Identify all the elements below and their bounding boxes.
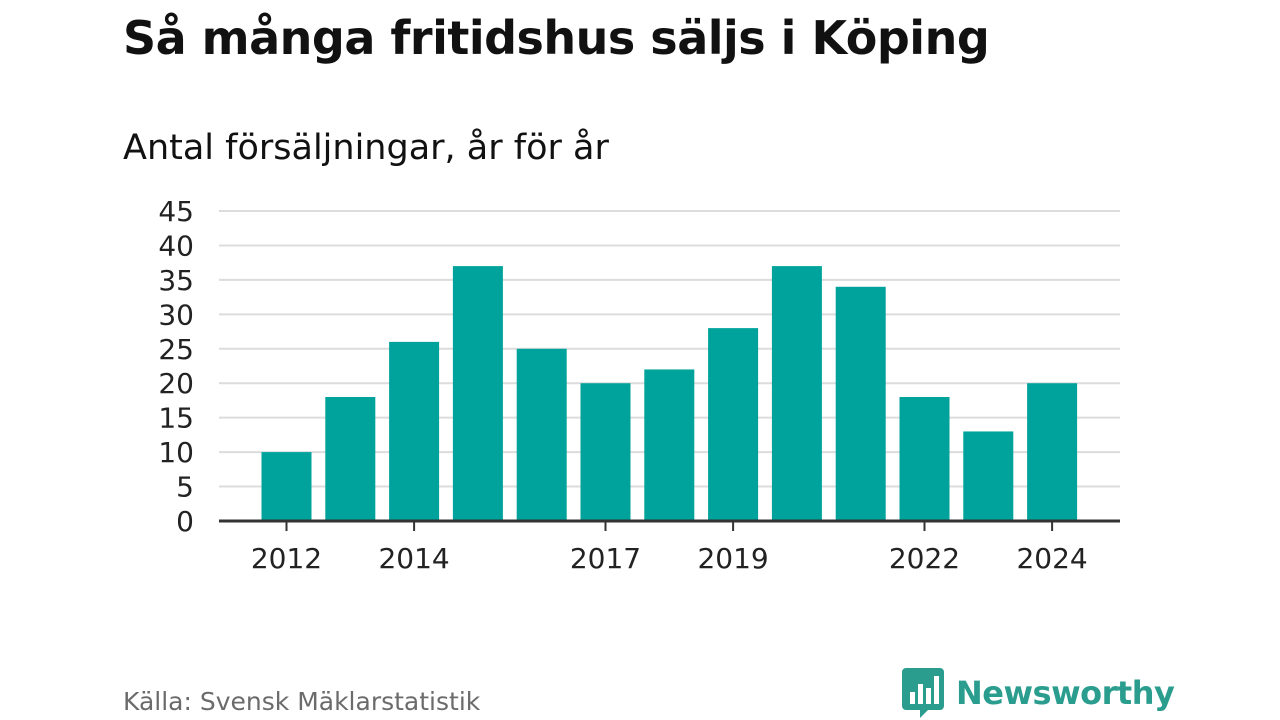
y-tick-label: 0 — [176, 505, 194, 538]
y-tick-label: 35 — [158, 264, 194, 297]
x-tick-label: 2019 — [697, 542, 768, 575]
source-note: Källa: Svensk Mäklarstatistik — [123, 687, 481, 716]
y-tick-label: 15 — [158, 402, 194, 435]
bar — [708, 328, 759, 521]
bar — [835, 286, 886, 521]
y-tick-label: 10 — [158, 436, 194, 469]
bar-chart-speech-bubble-icon — [902, 668, 944, 718]
bar — [899, 397, 950, 521]
bar — [963, 431, 1014, 521]
y-tick-label: 30 — [158, 298, 194, 331]
y-tick-label: 45 — [158, 195, 194, 228]
newsworthy-logo: Newsworthy — [902, 668, 1175, 718]
bar — [389, 341, 440, 521]
y-tick-label: 25 — [158, 333, 194, 366]
x-tick-label: 2014 — [378, 542, 449, 575]
x-tick-label: 2024 — [1016, 542, 1087, 575]
bar — [261, 452, 312, 521]
chart-subtitle: Antal försäljningar, år för år — [123, 128, 609, 168]
x-tick-label: 2022 — [889, 542, 960, 575]
bar — [452, 266, 503, 521]
y-tick-label: 40 — [158, 229, 194, 262]
brand-name: Newsworthy — [956, 674, 1175, 712]
y-tick-label: 5 — [176, 471, 194, 504]
x-tick-label: 2017 — [570, 542, 641, 575]
x-axis: 2012 2014 2017 2019 2022 2024 — [219, 519, 1120, 575]
x-tick-label: 2012 — [251, 542, 322, 575]
bar — [644, 369, 695, 521]
y-tick-label: 20 — [158, 367, 194, 400]
chart-title: Så många fritidshus säljs i Köping — [123, 11, 990, 65]
bars — [261, 266, 1078, 521]
bar — [771, 266, 822, 521]
bar — [516, 348, 567, 521]
bar — [325, 397, 376, 521]
bar — [1027, 383, 1078, 521]
bar — [580, 383, 631, 521]
